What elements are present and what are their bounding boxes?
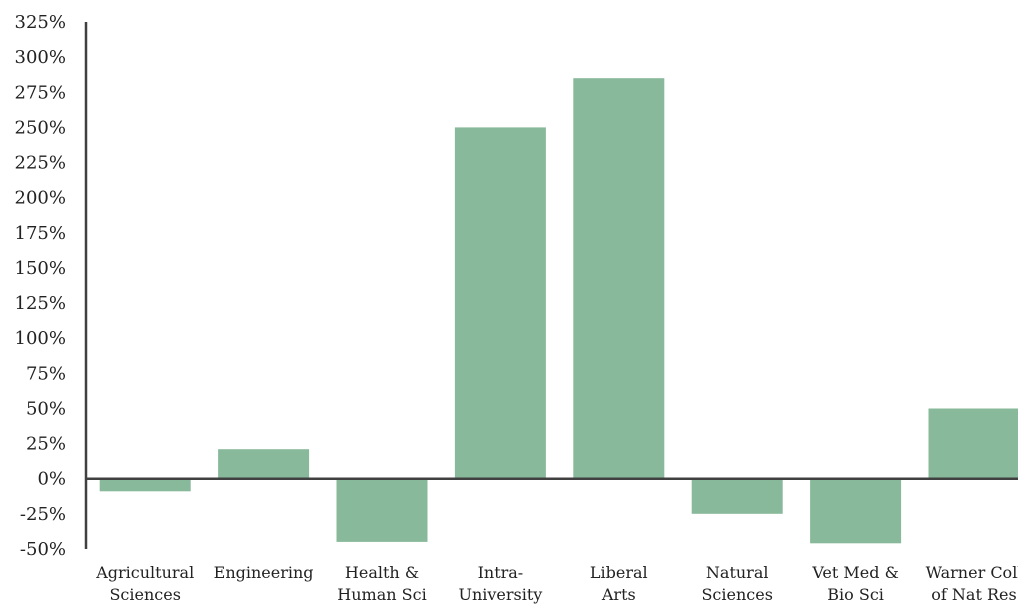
y-tick-label: 25% [26,434,66,455]
x-tick-label-line: Sciences [701,585,772,604]
y-tick-label: 150% [15,258,66,279]
x-tick-label-line: University [458,585,542,604]
x-tick-label-6: Vet Med & Bio Sci [811,563,899,604]
x-tick-label-7: Warner Coll of Nat Res [926,563,1018,604]
bar-3 [454,127,546,479]
bars-group [99,78,1018,544]
x-tick-label-line: Engineering [214,563,314,582]
x-tick-label-line: Arts [601,585,636,604]
x-tick-label-line: Agricultural [95,563,194,582]
bar-4 [573,78,665,479]
y-tick-label: 100% [15,328,66,349]
bar-5 [691,478,783,514]
y-tick-label: 0% [37,469,66,490]
x-tick-label-4: Liberal Arts [590,563,648,604]
bar-1 [218,449,310,479]
x-tick-label-line: Intra- [478,563,524,582]
y-tick-label: 225% [15,153,66,174]
x-tick-label-line: Warner Coll [926,563,1018,582]
x-tick-label-line: Sciences [109,585,180,604]
y-tick-label: 175% [15,223,66,244]
x-tick-label-line: of Nat Res [931,585,1016,604]
y-tick-label: -25% [20,504,66,525]
y-tick-label: 300% [15,47,66,68]
x-tick-label-2: Health & Human Sci [337,563,426,604]
x-tick-label-0: Agricultural Sciences [95,563,194,604]
x-tick-label-line: Bio Sci [827,585,884,604]
bar-7 [928,408,1018,479]
y-tick-label: 200% [15,188,66,209]
x-tick-label-5: Natural Sciences [701,563,772,604]
y-tick-label: 50% [26,399,66,420]
y-tick-label: 250% [15,117,66,138]
bar-0 [99,478,191,492]
x-tick-label-1: Engineering [214,563,314,582]
x-tick-label-3: Intra- University [458,563,542,604]
x-tick-label-line: Natural [706,563,769,582]
y-tick-label: -50% [20,539,66,560]
x-tick-label-line: Human Sci [337,585,426,604]
y-tick-label: 75% [26,363,66,384]
bar-6 [810,478,902,544]
y-axis-ticks: 325% 300% 275% 250% 225% 200% 175% 150% 125% 100%… [15,12,66,560]
x-tick-label-line: Health & [345,563,419,582]
bar-2 [336,478,428,542]
y-tick-label: 125% [15,293,66,314]
x-tick-label-line: Liberal [590,563,648,582]
y-tick-label: 325% [15,12,66,33]
y-tick-label: 275% [15,82,66,103]
x-tick-label-line: Vet Med & [811,563,899,582]
